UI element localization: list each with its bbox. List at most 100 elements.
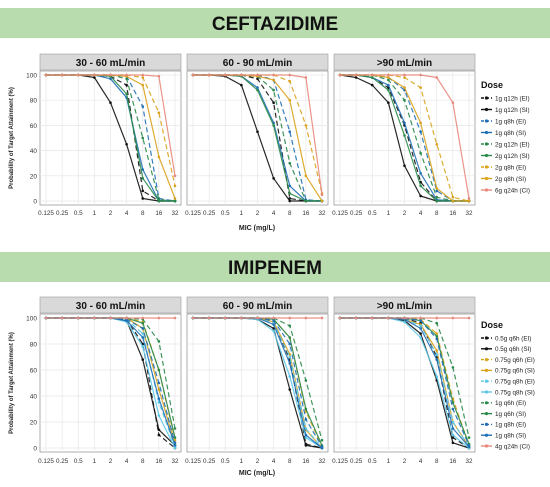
- data-point: [288, 362, 292, 365]
- data-point: [141, 168, 145, 171]
- data-point: [288, 199, 292, 203]
- panel: >90 mL/min 0.125 0.25 0.5 1 2 4 8 16 32: [332, 53, 476, 217]
- data-point: [304, 174, 308, 178]
- y-tick-label: 20: [30, 173, 38, 180]
- data-point: [288, 73, 292, 77]
- data-point: [403, 320, 406, 324]
- data-point: [141, 73, 145, 77]
- data-point: [288, 161, 292, 165]
- data-point: [288, 355, 292, 359]
- data-point: [288, 98, 292, 102]
- data-point: [125, 83, 128, 87]
- data-point: [272, 78, 275, 82]
- data-point: [419, 332, 422, 335]
- legend-item: 0.5g q6h (EI): [481, 335, 531, 342]
- x-tick-label: 16: [449, 210, 457, 217]
- legend-title: Dose: [481, 320, 503, 330]
- data-point: [387, 78, 390, 82]
- x-tick-label: 16: [155, 210, 163, 217]
- data-point: [419, 327, 422, 330]
- data-point: [157, 199, 161, 203]
- data-point: [157, 74, 161, 78]
- series: [338, 316, 471, 320]
- y-tick-label: 80: [30, 98, 38, 105]
- data-point: [387, 83, 390, 87]
- data-point: [304, 316, 308, 320]
- x-tick-label: 2: [403, 210, 407, 217]
- data-point: [288, 130, 292, 133]
- data-point: [256, 73, 259, 77]
- data-point: [60, 73, 64, 77]
- data-point: [141, 105, 145, 108]
- data-point: [435, 353, 439, 356]
- data-point: [403, 76, 406, 79]
- data-point: [272, 101, 275, 105]
- data-point: [272, 124, 275, 127]
- panel-strip: [39, 53, 182, 71]
- data-point: [173, 197, 177, 200]
- y-tick-label: 40: [30, 148, 38, 155]
- legend-marker: [484, 119, 489, 123]
- x-tick-label: 4: [125, 210, 129, 217]
- data-point: [387, 73, 390, 77]
- data-point: [207, 316, 211, 320]
- data-point: [467, 316, 471, 320]
- data-point: [272, 316, 275, 320]
- data-point: [173, 444, 177, 447]
- data-point: [419, 130, 422, 133]
- data-point: [304, 76, 308, 79]
- legend-marker: [484, 130, 489, 135]
- data-point: [157, 397, 161, 400]
- x-axis-label: MIC (mg/L): [239, 470, 275, 477]
- data-point: [419, 151, 422, 155]
- data-point: [191, 316, 195, 320]
- data-point: [320, 193, 324, 196]
- panel-label: >90 mL/min: [377, 58, 432, 69]
- data-point: [157, 381, 161, 385]
- data-point: [435, 375, 439, 378]
- legend-item: 4g q24h (CI): [481, 443, 530, 450]
- legend-label: 0.75g q8h (SI): [495, 389, 535, 396]
- data-point: [272, 177, 275, 180]
- data-point: [304, 407, 308, 411]
- data-point: [435, 349, 439, 352]
- legend-item: 1g q12h (EI): [481, 95, 530, 102]
- panel-label: 30 - 60 mL/min: [76, 301, 145, 312]
- data-point: [173, 316, 177, 320]
- data-point: [173, 184, 177, 188]
- data-point: [223, 316, 227, 320]
- y-axis-label: Probability of Target Attainment (%): [9, 87, 15, 189]
- legend-marker: [484, 96, 489, 100]
- data-point: [419, 121, 422, 125]
- data-point: [451, 433, 455, 437]
- data-point: [141, 76, 145, 79]
- data-point: [304, 444, 308, 447]
- x-tick-label: 0.5: [368, 458, 377, 465]
- data-point: [240, 316, 243, 320]
- data-point: [370, 76, 374, 79]
- data-point: [419, 319, 422, 322]
- data-point: [141, 345, 145, 348]
- data-point: [435, 189, 439, 193]
- data-point: [435, 321, 439, 325]
- data-point: [157, 388, 161, 391]
- chart-title: IMIPENEM: [228, 258, 322, 279]
- legend-marker: [484, 379, 489, 383]
- data-point: [419, 171, 422, 175]
- legend-item: 1g q8h (SI): [481, 130, 526, 137]
- data-point: [467, 436, 471, 439]
- data-point: [435, 143, 439, 146]
- x-tick-label: 0.125: [332, 458, 348, 465]
- legend-item: 1g q8h (EI): [481, 118, 526, 125]
- legend-title: Dose: [481, 80, 503, 90]
- data-point: [207, 73, 211, 77]
- data-point: [288, 388, 292, 391]
- legend-item: 0.75g q6h (EI): [481, 357, 535, 364]
- x-tick-label: 0.125: [185, 210, 201, 217]
- x-axis-label: MIC (mg/L): [239, 225, 275, 232]
- x-tick-label: 0.25: [203, 210, 216, 217]
- legend-item: 2g q12h (SI): [481, 153, 530, 160]
- data-point: [125, 77, 128, 81]
- legend-marker: [484, 347, 489, 351]
- data-point: [272, 73, 275, 77]
